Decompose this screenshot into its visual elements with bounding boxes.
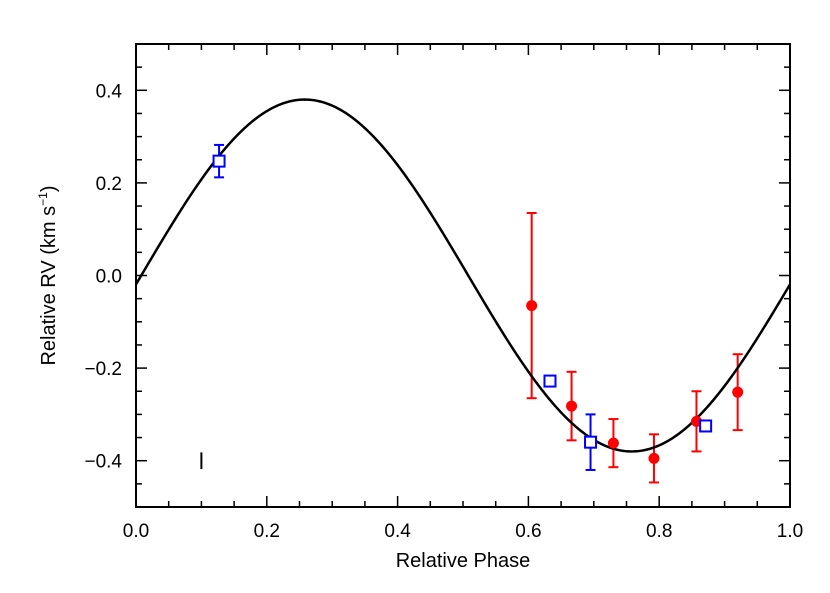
data-markers — [212, 154, 744, 464]
tick-labels: 0.0 0.2 0.4 0.6 0.8 1.0 −0.4 −0.2 0.0 0.2 0.4 — [84, 81, 803, 542]
y-tick-label: −0.2 — [84, 359, 122, 380]
red-data-point — [732, 386, 744, 398]
x-tick-label: 0.8 — [646, 521, 672, 542]
blue-data-point — [212, 154, 226, 168]
red-data-point — [526, 300, 538, 312]
x-tick-label: 1.0 — [777, 521, 803, 542]
y-axis-label: Relative RV (km s−1) — [36, 185, 60, 365]
x-axis-label: Relative Phase — [396, 550, 531, 572]
y-axis-label-main: Relative RV (km s — [38, 206, 60, 366]
x-tick-label: 0.2 — [254, 521, 280, 542]
red-data-point — [607, 437, 619, 449]
y-tick-label: 0.0 — [96, 267, 122, 288]
x-tick-label: 0.0 — [123, 521, 149, 542]
x-tick-label: 0.6 — [515, 521, 541, 542]
error-bars — [200, 143, 743, 484]
red-data-point — [566, 400, 578, 412]
red-data-point — [648, 452, 660, 464]
y-tick-label: −0.4 — [84, 452, 122, 473]
plot-frame — [135, 43, 791, 508]
blue-data-point — [543, 374, 557, 388]
y-tick-label: 0.4 — [96, 81, 123, 102]
y-axis-label-close: ) — [38, 185, 60, 192]
y-axis-label-superscript: −1 — [36, 192, 50, 206]
x-tick-label: 0.4 — [384, 521, 411, 542]
blue-data-point — [584, 435, 598, 449]
y-tick-label: 0.2 — [96, 174, 122, 195]
model-rv-curve — [134, 98, 792, 453]
blue-data-point — [699, 419, 713, 433]
axis-ticks — [135, 43, 791, 508]
